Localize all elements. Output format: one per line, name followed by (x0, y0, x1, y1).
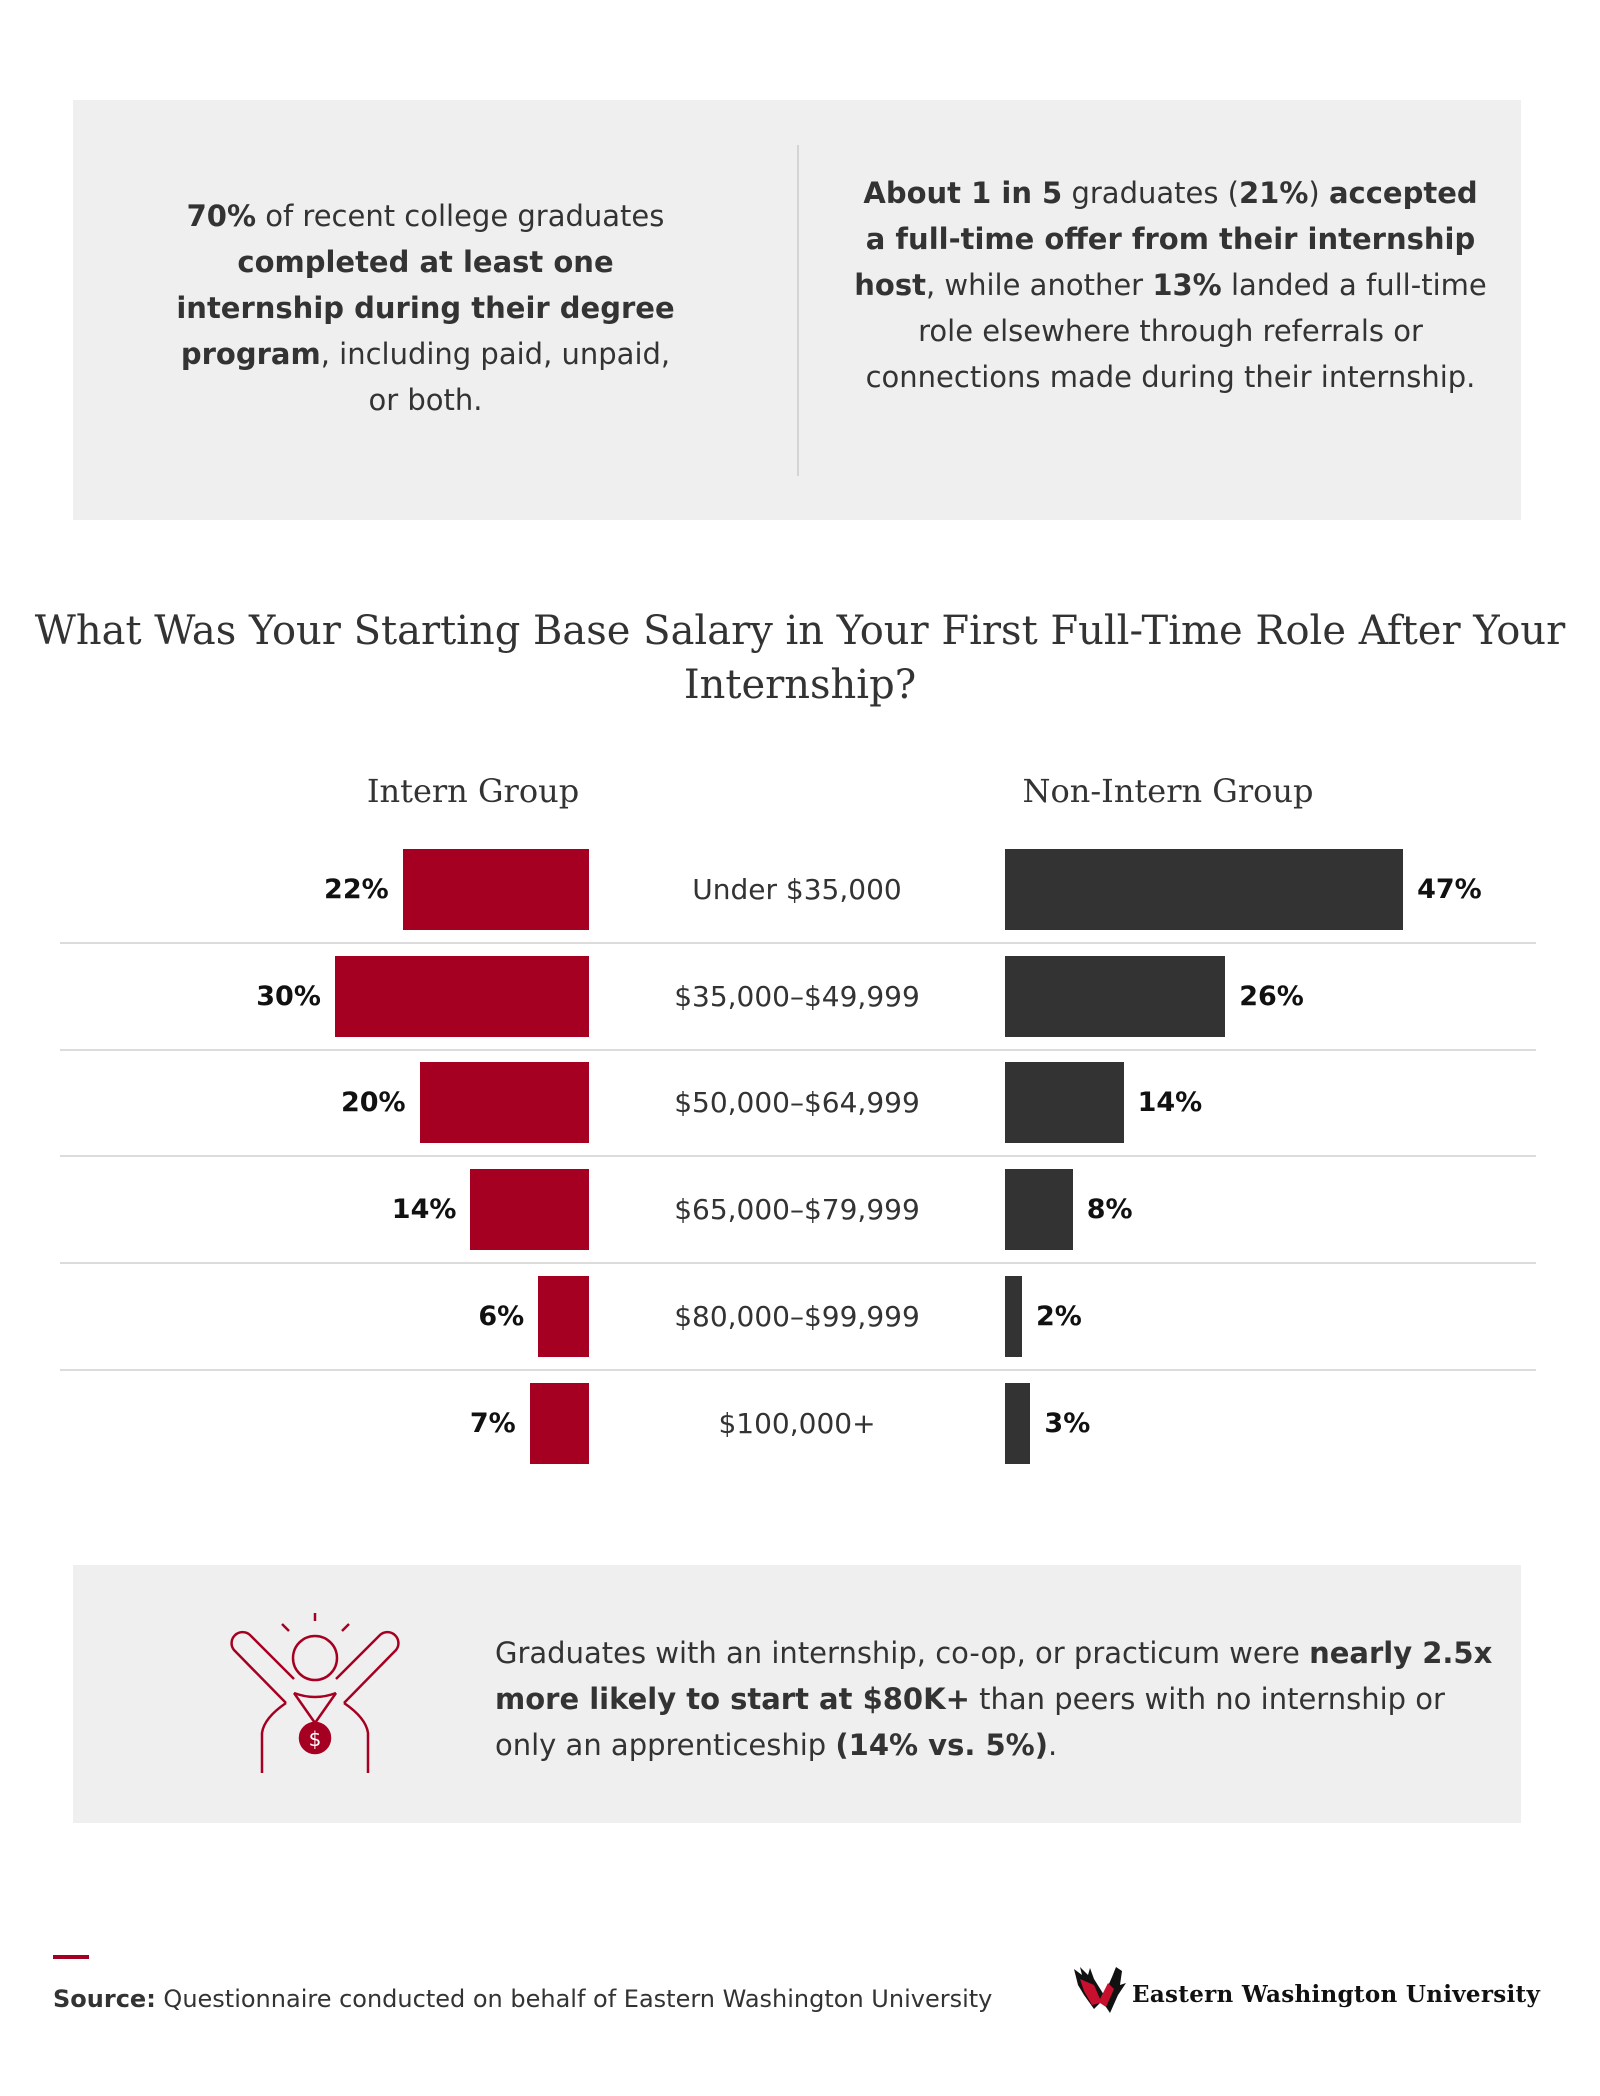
value-label-intern: 7% (469, 1407, 516, 1439)
value-label-non-intern: 2% (1035, 1300, 1082, 1332)
emphasis-text: 21% (1238, 176, 1309, 210)
bar-intern (402, 849, 589, 930)
value-label-intern: 6% (478, 1300, 525, 1332)
bar-non-intern (1005, 1062, 1124, 1144)
value-label-non-intern: 14% (1137, 1087, 1203, 1119)
row-divider (60, 1155, 1536, 1158)
stat-internship-completion: 70% of recent college graduates complete… (163, 193, 688, 423)
category-label: $50,000–$64,999 (674, 1086, 920, 1120)
row-divider (60, 1368, 1536, 1371)
body-text: . (1047, 1728, 1058, 1762)
legend-non-intern-group: Non-Intern Group (1022, 772, 1314, 810)
bar-non-intern (1005, 955, 1226, 1037)
source-label: Source: (53, 1985, 156, 2013)
value-label-intern: 22% (324, 874, 389, 905)
body-text: , while another (925, 268, 1153, 302)
accent-line (53, 1955, 89, 1959)
emphasis-text: completed at least one internship during… (176, 245, 675, 371)
callout-text: Graduates with an internship, co-op, or … (495, 1630, 1495, 1768)
category-label: $35,000–$49,999 (674, 979, 920, 1013)
value-label-intern: 30% (256, 980, 321, 1012)
celebrating-person-with-dollar-medal-icon: $ (230, 1613, 400, 1773)
row-divider (60, 1262, 1536, 1265)
stats-panel: 70% of recent college graduates complete… (73, 100, 1521, 520)
body-text: landed a full-time role elsewhere throug… (865, 268, 1487, 394)
bar-intern (529, 1382, 589, 1464)
emphasis-text: nearly 2.5x more likely to start at $80K… (495, 1636, 1493, 1716)
body-text: Graduates with an internship, co-op, or … (495, 1636, 1310, 1670)
source-text: Questionnaire conducted on behalf of Eas… (155, 1985, 993, 2013)
row-divider (60, 942, 1536, 944)
body-text: , including paid, unpaid, or both. (320, 337, 671, 417)
bar-non-intern (1005, 1275, 1022, 1357)
emphasis-text: About 1 in 5 (863, 176, 1063, 210)
emphasis-text: (14% vs. 5%) (835, 1728, 1048, 1762)
body-text: of recent college graduates (256, 199, 665, 233)
value-label-intern: 14% (391, 1194, 457, 1226)
bar-non-intern (1005, 849, 1404, 930)
body-text: than peers with no internship or only an… (495, 1682, 1445, 1762)
svg-text:$: $ (309, 1727, 322, 1751)
divider (797, 145, 799, 476)
bar-intern (334, 955, 589, 1037)
value-label-intern: 20% (340, 1087, 406, 1119)
legend-intern-group: Intern Group (366, 772, 580, 810)
bar-intern (538, 1275, 589, 1357)
stat-offer-acceptance: About 1 in 5 graduates (21%) accepted a … (853, 170, 1488, 400)
chart-title: What Was Your Starting Base Salary in Yo… (34, 608, 1566, 708)
emphasis-text: accepted a full-time offer from their in… (854, 176, 1478, 302)
university-wordmark: Eastern Washington University (1132, 1981, 1541, 2008)
value-label-non-intern: 47% (1417, 874, 1482, 905)
value-label-non-intern: 8% (1086, 1194, 1133, 1226)
emphasis-text: 70% (186, 199, 257, 233)
bar-intern (419, 1062, 589, 1144)
emphasis-text: 13% (1152, 268, 1222, 302)
category-label: $100,000+ (718, 1406, 876, 1440)
callout-panel: $ Graduates with an internship, co-op, o… (73, 1565, 1521, 1823)
bar-intern (470, 1169, 589, 1251)
bar-non-intern (1005, 1169, 1073, 1251)
category-label: $80,000–$99,999 (674, 1299, 920, 1333)
value-label-non-intern: 3% (1044, 1407, 1091, 1439)
bar-non-intern (1005, 1382, 1031, 1464)
source-note: Source: Questionnaire conducted on behal… (53, 1985, 992, 2013)
row-divider (60, 1048, 1536, 1051)
eagle-logo (1074, 1967, 1126, 2013)
body-text: graduates ( (1062, 176, 1239, 210)
category-label: $65,000–$79,999 (674, 1193, 920, 1227)
body-text: ) (1308, 176, 1329, 210)
category-label: Under $35,000 (692, 873, 902, 906)
value-label-non-intern: 26% (1239, 980, 1304, 1012)
